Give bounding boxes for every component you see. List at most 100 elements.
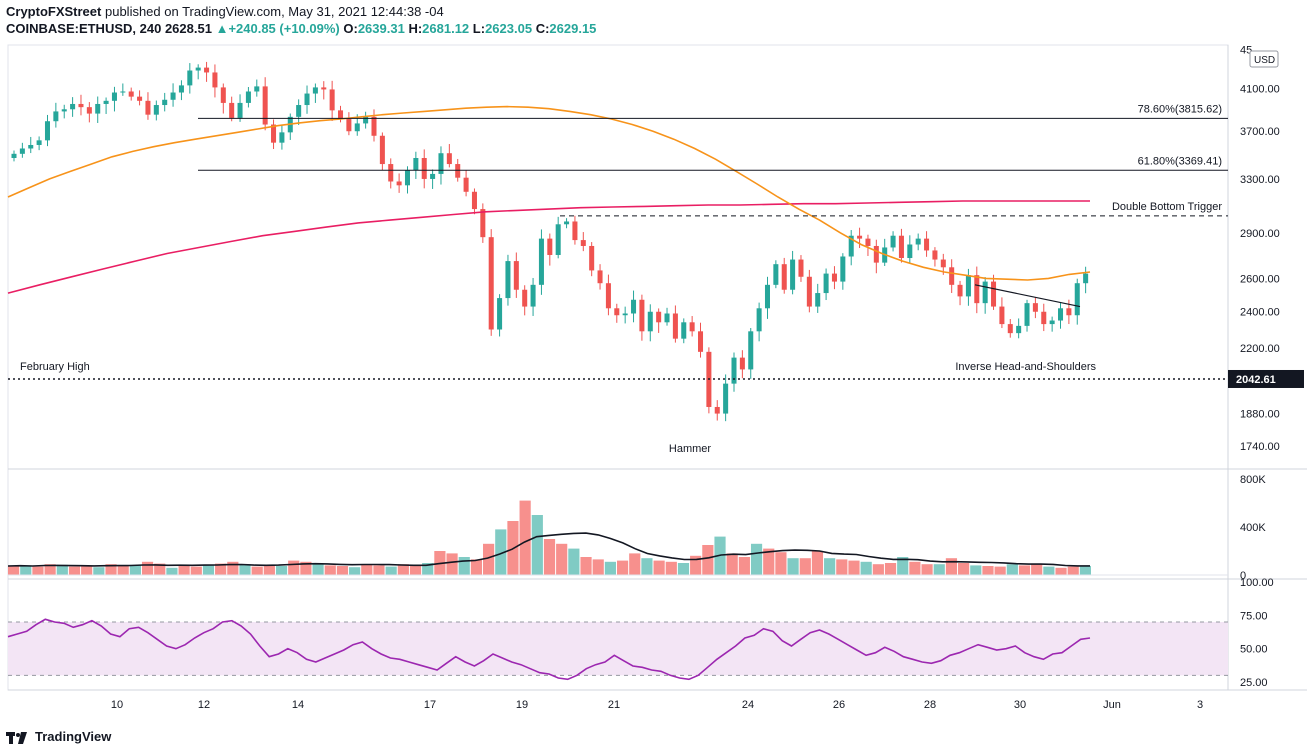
candle [61, 109, 67, 112]
volume-bar [945, 558, 958, 575]
close-value: 2629.15 [549, 21, 597, 36]
candle [681, 322, 687, 339]
february-high-axis-label: 2042.61 [1236, 374, 1276, 386]
candle [321, 87, 327, 90]
volume-bar [324, 565, 336, 575]
volume-bar [970, 565, 982, 575]
volume-bar [446, 553, 458, 575]
candle [873, 245, 879, 263]
candle [823, 273, 829, 294]
candle [857, 235, 863, 239]
candle [798, 259, 804, 277]
time-tick-label: Jun [1103, 699, 1121, 711]
volume-bar [592, 559, 604, 575]
volume-bar [154, 563, 166, 575]
volume-bar [483, 543, 495, 575]
candle [11, 153, 17, 159]
time-tick-label: 24 [742, 699, 754, 711]
volume-bar [580, 557, 592, 575]
candle [564, 221, 570, 225]
price-tick-label: 3300.00 [1240, 174, 1280, 186]
rsi-tick-label: 75.00 [1240, 610, 1268, 622]
high-value: 2681.12 [422, 21, 470, 36]
volume-bar [105, 564, 117, 575]
volume-tick-label: 400K [1240, 522, 1266, 534]
volume-bar [422, 563, 434, 575]
volume-bar [263, 565, 275, 575]
candle [589, 245, 595, 271]
candle [907, 244, 913, 259]
candle [672, 313, 678, 339]
candle [915, 238, 921, 245]
volume-bar [556, 543, 568, 575]
volume-bar [1043, 566, 1055, 575]
candle [848, 235, 854, 257]
symbol: COINBASE:ETHUSD, 240 [6, 21, 162, 36]
volume-bar [738, 557, 750, 575]
candle [522, 289, 528, 307]
tradingview-logo-icon [6, 730, 30, 744]
volume-ma-line [7, 532, 1090, 567]
published-text: published on TradingView.com, May 31, 20… [104, 4, 444, 19]
candle [78, 103, 84, 108]
candle [279, 132, 285, 143]
volume-bar [458, 557, 470, 575]
time-tick-label: 10 [111, 699, 123, 711]
candle [296, 105, 302, 117]
candle [446, 153, 452, 165]
volume-bar [215, 563, 227, 575]
candle [991, 281, 997, 307]
double-bottom-trigger-label: Double Bottom Trigger [1112, 201, 1222, 213]
candle [212, 72, 218, 88]
candle [19, 148, 25, 154]
hammer-annotation: Hammer [669, 443, 712, 455]
candle [379, 135, 385, 165]
candle [932, 250, 938, 260]
volume-bar [604, 561, 616, 575]
candle [28, 144, 34, 149]
volume-bar [763, 548, 775, 575]
volume-bar [799, 558, 811, 575]
publisher-name: CryptoFXStreet [6, 4, 102, 19]
candle [312, 87, 318, 94]
volume-bar [872, 564, 884, 575]
candle [639, 299, 645, 332]
volume-bar [933, 564, 945, 575]
sma200-line [7, 200, 1090, 294]
candle [346, 119, 352, 132]
volume-bar [958, 563, 970, 575]
candle [488, 237, 494, 330]
candle [396, 181, 402, 186]
candle [656, 311, 662, 323]
price-tick-label: 2900.00 [1240, 228, 1280, 240]
candle [890, 235, 896, 248]
candle [187, 70, 193, 86]
time-tick-label: 12 [198, 699, 210, 711]
candle [120, 91, 126, 93]
time-tick-label: 19 [516, 699, 528, 711]
candle [471, 191, 477, 210]
volume-tick-label: 800K [1240, 474, 1266, 486]
volume-bar [251, 566, 263, 575]
candle [605, 283, 611, 309]
volume-bar [68, 566, 81, 575]
candle [597, 270, 603, 284]
volume-bar [288, 560, 300, 575]
volume-bar [787, 558, 799, 575]
price-tick-label: 4100.00 [1240, 83, 1280, 95]
candle [999, 306, 1005, 325]
time-tick-label: 30 [1014, 699, 1026, 711]
price-tick-label: 1740.00 [1240, 441, 1280, 453]
candle [1024, 303, 1030, 326]
volume-bar [470, 559, 483, 575]
candle [388, 164, 394, 182]
candle [1049, 320, 1055, 325]
candle [739, 357, 745, 370]
volume-bar [665, 561, 677, 575]
candle [145, 100, 151, 115]
fibonacci-level-label: 61.80%(3369.41) [1138, 155, 1222, 167]
last-price: 2628.51 [164, 21, 212, 36]
price-tick-label: 3700.00 [1240, 126, 1280, 138]
volume-bar [641, 558, 653, 575]
